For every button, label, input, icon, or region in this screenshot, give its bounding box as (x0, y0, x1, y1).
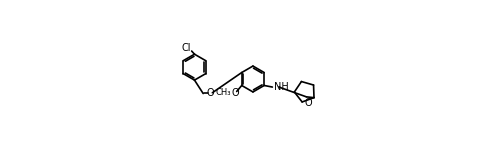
Text: CH₃: CH₃ (215, 88, 231, 97)
Text: O: O (304, 98, 312, 108)
Text: O: O (231, 88, 239, 98)
Text: O: O (207, 88, 214, 98)
Text: Cl: Cl (181, 43, 191, 53)
Text: NH: NH (273, 82, 288, 92)
